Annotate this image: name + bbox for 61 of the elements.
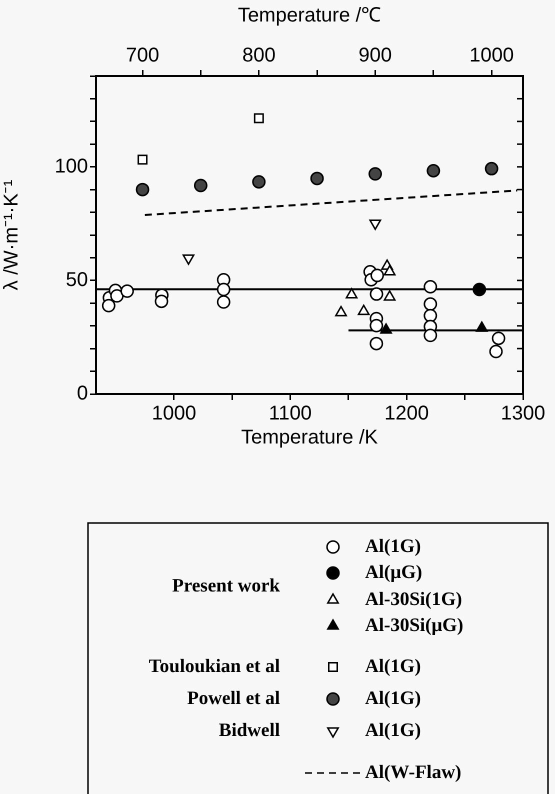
point xyxy=(346,288,358,298)
point xyxy=(216,282,230,296)
point xyxy=(369,219,382,230)
point xyxy=(154,294,168,308)
point xyxy=(476,321,488,332)
point xyxy=(102,298,116,312)
point xyxy=(489,344,503,358)
legend-label: Al(W-Flaw) xyxy=(365,762,462,783)
point xyxy=(368,167,382,181)
legend-label: Al-30Si(μG) xyxy=(365,614,464,636)
legend-label: Al(1G) xyxy=(365,656,421,677)
point xyxy=(492,332,506,346)
text: Powell et al xyxy=(187,688,280,709)
y-axis-title: λ /W·m⁻¹·K⁻¹ xyxy=(0,179,23,290)
text: Touloukian et al xyxy=(148,656,280,677)
point xyxy=(310,172,324,186)
point xyxy=(110,289,124,303)
point xyxy=(370,268,384,282)
point xyxy=(335,306,347,316)
point xyxy=(254,113,264,124)
point xyxy=(424,280,438,294)
point xyxy=(424,297,438,311)
point xyxy=(426,164,440,178)
legend-label: Al-30Si(1G) xyxy=(365,588,462,610)
legend-label: Al(1G) xyxy=(365,688,421,709)
legend-label: Al(μG) xyxy=(365,562,422,583)
point xyxy=(384,290,396,301)
point xyxy=(252,175,266,189)
point xyxy=(370,318,384,332)
point xyxy=(136,182,150,196)
text: Bidwell xyxy=(218,720,280,741)
point xyxy=(484,162,498,176)
legend-label: Al(1G) xyxy=(365,720,421,741)
point xyxy=(472,282,486,296)
point xyxy=(384,265,396,276)
y-tick-label: 100 xyxy=(54,155,88,178)
x2-tick-label: 700 xyxy=(126,44,160,67)
point xyxy=(194,178,208,192)
y-tick-label: 0 xyxy=(76,382,88,405)
point xyxy=(138,154,148,165)
x-axis-title: Temperature /K xyxy=(241,426,379,449)
point xyxy=(424,328,438,342)
x2-axis-title: Temperature /℃ xyxy=(238,4,382,27)
point xyxy=(370,336,384,350)
text: Present work xyxy=(172,575,280,596)
point xyxy=(120,284,134,298)
x-tick-label: 1100 xyxy=(268,402,312,425)
point xyxy=(358,304,370,316)
y-tick-label: 50 xyxy=(66,268,88,291)
x2-tick-label: 800 xyxy=(242,44,276,67)
x-tick-label: 1000 xyxy=(152,402,196,425)
point xyxy=(216,295,230,309)
x-tick-label: 1300 xyxy=(500,402,546,425)
point xyxy=(424,308,438,322)
point xyxy=(182,254,194,265)
x2-tick-label: 900 xyxy=(358,44,392,67)
x-tick-label: 1200 xyxy=(384,402,429,425)
point xyxy=(370,287,384,301)
point xyxy=(380,323,392,334)
legend-label: Al(1G) xyxy=(365,536,421,557)
x2-tick-label: 1000 xyxy=(469,44,514,67)
